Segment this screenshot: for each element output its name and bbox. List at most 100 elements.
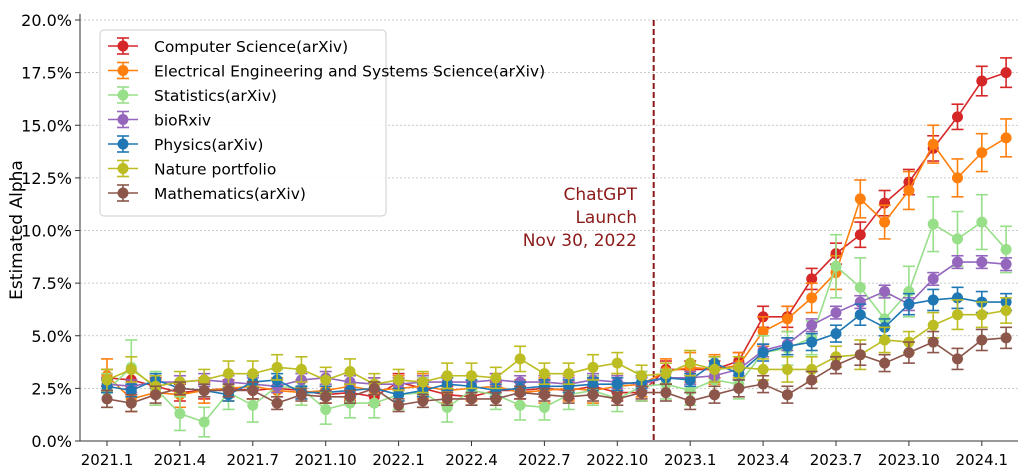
- legend-swatch-marker: [117, 40, 129, 52]
- data-point: [830, 260, 842, 272]
- series-layer: [101, 57, 1013, 438]
- data-point: [806, 292, 818, 304]
- data-point: [198, 384, 210, 396]
- data-point: [952, 256, 963, 268]
- x-tick-label: 2024.1: [956, 451, 1009, 469]
- legend-swatch-marker: [117, 114, 129, 125]
- x-tick-label: 2022.7: [518, 451, 571, 469]
- data-point: [587, 389, 599, 401]
- data-point: [466, 370, 477, 382]
- data-point: [927, 218, 939, 230]
- legend-item: Nature portfolio: [108, 159, 276, 179]
- legend-swatch-marker: [117, 65, 129, 76]
- chatgpt-launch-annotation: ChatGPT Launch Nov 30, 2022: [523, 185, 638, 251]
- data-point: [247, 399, 259, 411]
- data-point: [927, 138, 939, 150]
- data-point: [101, 374, 113, 386]
- data-point: [611, 378, 623, 390]
- data-point: [490, 393, 502, 405]
- data-point: [879, 334, 891, 346]
- data-point: [854, 229, 866, 241]
- y-tick-label: 17.5%: [21, 64, 72, 83]
- y-tick-label: 0.0%: [31, 432, 72, 451]
- y-axis-label: Estimated Alpha: [7, 160, 27, 300]
- data-point: [952, 111, 963, 123]
- series-line: [106, 221, 1007, 423]
- legend-label: Electrical Engineering and Systems Scien…: [154, 63, 545, 81]
- legend-label: Computer Science(arXiv): [154, 38, 348, 56]
- data-point: [903, 347, 915, 359]
- y-tick-label: 2.5%: [31, 379, 72, 398]
- data-point: [684, 357, 696, 369]
- series-6: [101, 326, 1013, 413]
- x-tick-label: 2021.1: [81, 451, 134, 469]
- y-axis: 0.0% 2.5% 5.0% 7.5% 10.0% 12.5% 15.0% 17.5% 20.0…: [21, 11, 81, 451]
- data-point: [684, 374, 696, 386]
- data-point: [976, 256, 988, 268]
- data-point: [684, 395, 696, 407]
- x-tick-label: 2021.10: [295, 451, 357, 469]
- data-point: [976, 309, 988, 321]
- y-tick-label: 5.0%: [31, 327, 72, 346]
- data-point: [393, 389, 405, 401]
- data-point: [368, 397, 380, 409]
- data-point: [757, 347, 769, 359]
- data-point: [806, 336, 818, 348]
- data-point: [952, 309, 963, 321]
- data-point: [854, 309, 866, 321]
- data-point: [514, 387, 526, 399]
- legend-item: Mathematics(arXiv): [108, 184, 306, 203]
- data-point: [198, 374, 210, 386]
- data-point: [781, 340, 793, 352]
- annotation-line: Launch: [575, 208, 637, 228]
- data-point: [174, 382, 186, 394]
- data-point: [636, 387, 648, 399]
- legend-label: Physics(arXiv): [154, 136, 263, 154]
- data-point: [927, 294, 939, 306]
- data-point: [879, 216, 891, 228]
- data-point: [854, 193, 866, 205]
- data-point: [976, 147, 988, 159]
- data-point: [976, 334, 988, 346]
- series-line: [106, 261, 1007, 388]
- data-point: [733, 361, 745, 373]
- x-tick-label: 2021.7: [227, 451, 280, 469]
- data-point: [247, 384, 259, 396]
- data-point: [830, 359, 842, 371]
- y-tick-label: 10.0%: [21, 222, 72, 241]
- legend-box: [99, 29, 387, 217]
- data-point: [903, 298, 915, 310]
- data-point: [1000, 132, 1012, 144]
- x-tick-label: 2023.7: [810, 451, 863, 469]
- data-point: [781, 363, 793, 375]
- data-point: [490, 372, 502, 384]
- x-tick-label: 2023.4: [737, 451, 790, 469]
- data-point: [587, 378, 599, 390]
- data-point: [538, 401, 550, 413]
- data-point: [538, 389, 550, 401]
- data-point: [271, 397, 283, 409]
- data-point: [320, 374, 332, 386]
- data-point: [952, 172, 963, 184]
- x-axis: 2021.1 2021.4 2021.7 2021.10 2022.1 2022.4 202…: [80, 440, 1018, 469]
- data-point: [611, 357, 623, 369]
- data-point: [368, 382, 380, 394]
- data-point: [952, 353, 963, 365]
- data-point: [879, 357, 891, 369]
- data-point: [174, 408, 186, 420]
- annotation-line: ChatGPT: [563, 185, 637, 205]
- data-point: [733, 382, 745, 394]
- data-point: [927, 273, 939, 285]
- y-tick-label: 7.5%: [31, 274, 72, 293]
- y-tick-label: 15.0%: [21, 116, 72, 135]
- legend-item: Physics(arXiv): [108, 135, 263, 154]
- data-point: [514, 399, 526, 411]
- data-point: [441, 393, 453, 405]
- legend-item: Statistics(arXiv): [108, 86, 277, 105]
- data-point: [879, 286, 891, 298]
- data-point: [781, 313, 793, 325]
- data-point: [344, 391, 356, 403]
- data-point: [563, 368, 575, 380]
- x-tick-label: 2022.4: [445, 451, 498, 469]
